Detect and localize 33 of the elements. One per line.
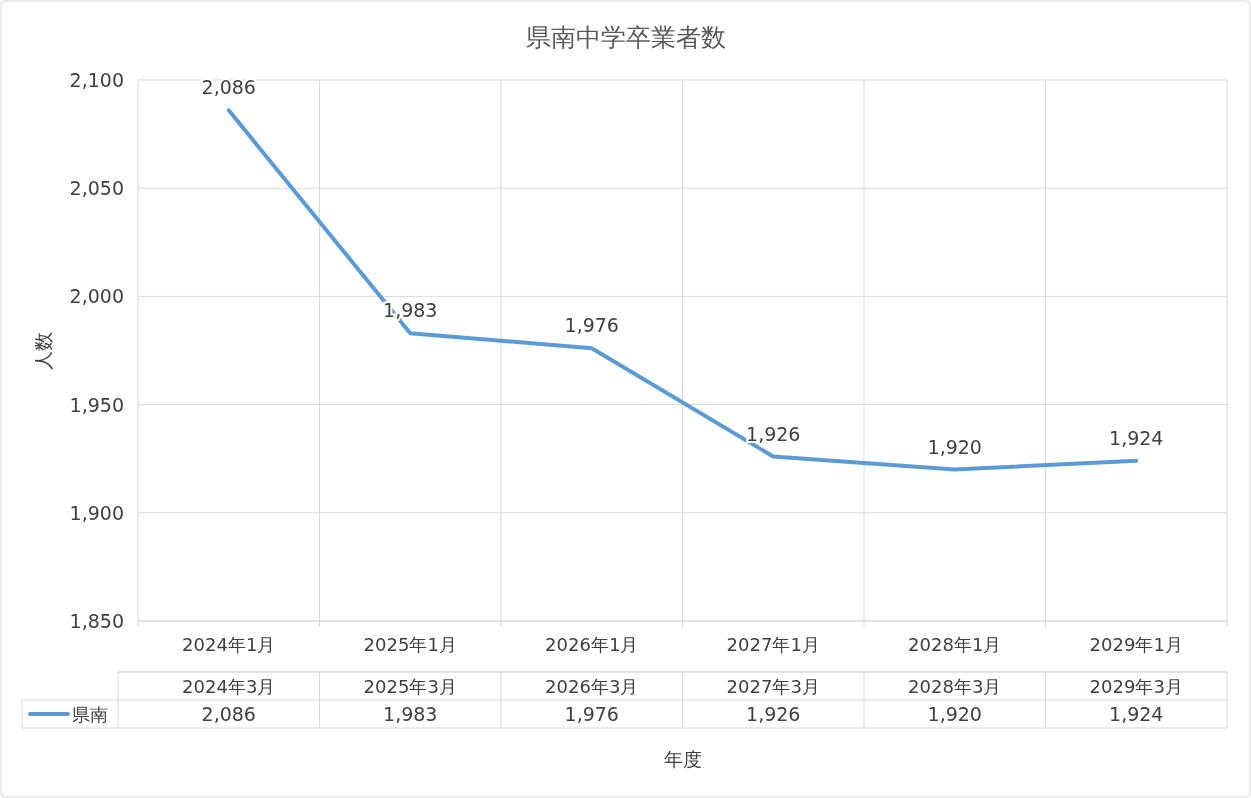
y-tick-label: 1,900	[69, 501, 124, 524]
data-label: 1,924	[1109, 703, 1164, 725]
legend-label: 県南	[72, 704, 108, 725]
x-tick-label: 2028年1月	[908, 634, 1002, 655]
y-tick-label: 2,100	[69, 69, 124, 91]
text: 1,920	[927, 435, 982, 458]
text: 1,976	[564, 314, 619, 337]
x-tick-label: 2029年1月	[1089, 634, 1183, 655]
text: 2027年3月	[726, 676, 820, 697]
y-tick-label: 1,850	[69, 610, 124, 632]
text: 2026年3月	[545, 676, 639, 697]
data-label: 1,983	[383, 703, 438, 725]
x-tick-label: 2024年1月	[182, 634, 276, 655]
x-axis-title: 年度	[663, 748, 702, 770]
data-label: 1,926	[746, 703, 801, 725]
y-tick-label: 1,950	[69, 393, 124, 416]
data-label: 2,086	[201, 703, 256, 725]
text: 2,086	[201, 76, 256, 99]
y-axis-title: 人数	[32, 331, 54, 370]
text: 1,924	[1109, 426, 1164, 449]
text: 1,926	[746, 422, 801, 445]
text: 2025年3月	[363, 676, 457, 697]
y-tick-label: 2,050	[69, 177, 124, 200]
data-label: 1,976	[564, 703, 619, 725]
x-tick-label: 2026年1月	[545, 634, 639, 655]
y-tick-label: 2,000	[69, 285, 124, 308]
text: 2028年3月	[908, 676, 1002, 697]
text: 2024年3月	[182, 676, 276, 697]
x-tick-label: 2025年1月	[363, 634, 457, 655]
chart-title: 県南中学卒業者数	[525, 23, 726, 52]
data-label: 1,920	[927, 703, 982, 725]
x-tick-label: 2027年1月	[726, 634, 820, 655]
text: 2029年3月	[1089, 676, 1183, 697]
